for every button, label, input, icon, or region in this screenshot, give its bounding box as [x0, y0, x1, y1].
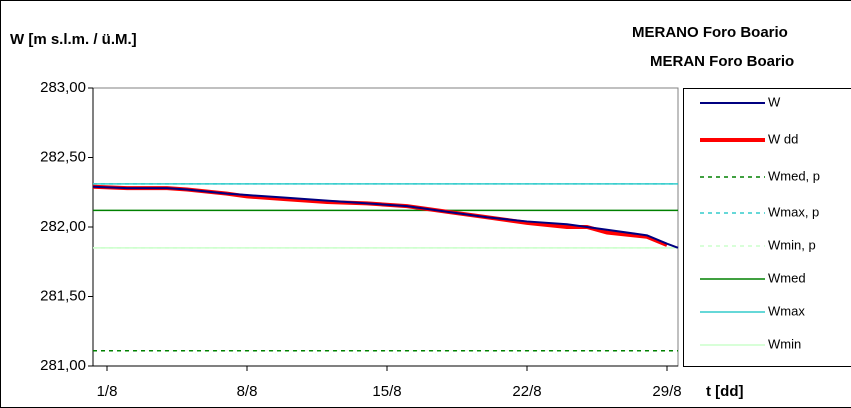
x-tick-label: 15/8 [372, 383, 401, 400]
y-tick-label: 281,50 [40, 287, 86, 304]
legend-label: Wmin, p [768, 237, 816, 252]
legend-box [683, 88, 851, 367]
x-axis-label: t [dd] [706, 383, 743, 400]
legend-label: Wmed [768, 270, 806, 285]
legend-label: Wmax [768, 303, 805, 318]
chart-subtitle: MERAN Foro Boario [650, 53, 794, 70]
y-tick-label: 281,00 [40, 357, 86, 374]
legend-label: W dd [768, 131, 798, 146]
legend-label: Wmed, p [768, 168, 820, 183]
y-tick-label: 282,50 [40, 148, 86, 165]
legend-label: W [768, 94, 781, 109]
series-line [92, 185, 679, 249]
x-tick-label: 22/8 [512, 383, 541, 400]
x-tick-label: 8/8 [237, 383, 258, 400]
chart-title: MERANO Foro Boario [632, 24, 788, 41]
y-tick-label: 282,00 [40, 218, 86, 235]
legend-label: Wmax, p [768, 204, 819, 219]
y-axis-label: W [m s.l.m. / ü.M.] [10, 31, 137, 48]
x-tick-label: 29/8 [652, 383, 681, 400]
y-tick-label: 283,00 [40, 79, 86, 96]
legend-label: Wmin [768, 336, 801, 351]
x-tick-label: 1/8 [97, 383, 118, 400]
